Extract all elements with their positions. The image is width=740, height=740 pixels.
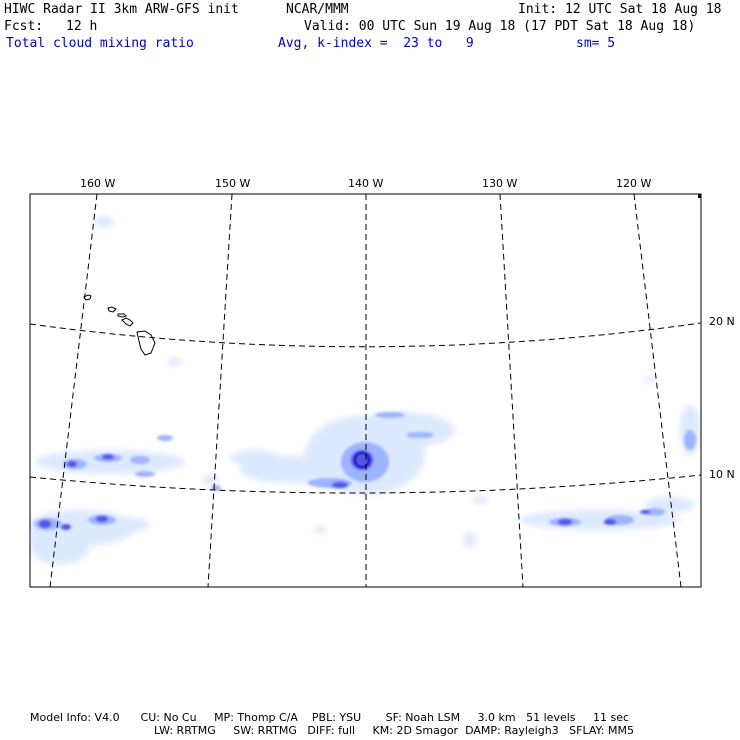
lon-label-140w: 140 W bbox=[348, 177, 384, 190]
organization: NCAR/MMM bbox=[286, 2, 349, 17]
lat-label-20n: 20 N bbox=[709, 315, 735, 328]
level-range: Avg, k-index = 23 to 9 bbox=[278, 36, 474, 51]
valid-time: Valid: 00 UTC Sun 19 Aug 18 (17 PDT Sat … bbox=[304, 19, 696, 34]
storm-center bbox=[353, 451, 371, 469]
forecast-hour: 12 h bbox=[66, 19, 98, 34]
cloud-field bbox=[30, 216, 700, 565]
lon-label-120w: 120 W bbox=[616, 177, 652, 190]
model-info-line1: Model Info: V4.0 CU: No Cu MP: Thomp C/A… bbox=[30, 711, 630, 724]
forecast-label: Fcst: bbox=[4, 19, 44, 34]
init-time: Init: 12 UTC Sat 18 Aug 18 bbox=[518, 2, 722, 17]
model-title: HIWC Radar II 3km ARW-GFS init bbox=[4, 2, 239, 17]
model-info-line2: LW: RRTMG SW: RRTMG DIFF: full KM: 2D Sm… bbox=[154, 724, 634, 737]
field-name: Total cloud mixing ratio bbox=[6, 36, 194, 51]
map-frame bbox=[29, 193, 702, 588]
lon-label-160w: 160 W bbox=[80, 177, 116, 190]
lon-label-150w: 150 W bbox=[215, 177, 251, 190]
lon-label-130w: 130 W bbox=[482, 177, 518, 190]
graticule bbox=[29, 193, 702, 588]
hawaii-islands bbox=[83, 294, 156, 356]
lat-label-10n: 10 N bbox=[709, 468, 735, 481]
smoothing: sm= 5 bbox=[576, 36, 616, 51]
